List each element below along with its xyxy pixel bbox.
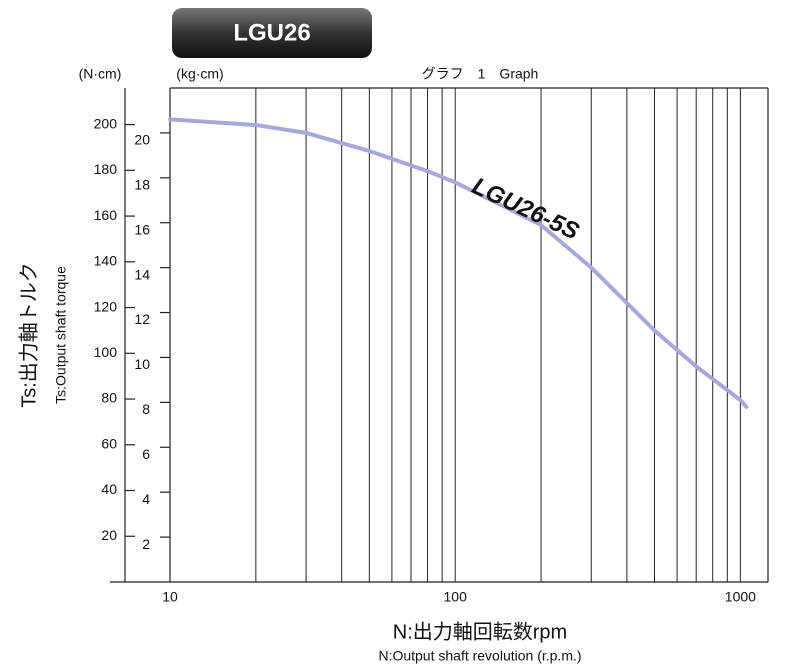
y-tick-label: 20 [134, 132, 150, 148]
y-tick-label: 8 [142, 401, 150, 417]
y-tick-label: 16 [134, 221, 150, 237]
y2-tick-label: 140 [94, 253, 118, 269]
y-tick-label: 6 [142, 446, 150, 462]
y2-tick-label: 80 [101, 390, 117, 406]
x-axis-subtitle: N:Output shaft revolution (r.p.m.) [378, 648, 581, 664]
subtitle: グラフ 1 Graph [422, 66, 539, 82]
curve [168, 117, 749, 409]
y2-tick-label: 60 [101, 435, 117, 451]
y-tick-label: 12 [134, 311, 150, 327]
y2-tick-label: 180 [94, 161, 118, 177]
x-axis-title: N:出力軸回転数rpm [393, 620, 567, 643]
y2-tick-label: 100 [94, 344, 118, 360]
y2-tick-label: 40 [101, 481, 117, 497]
y-unit: (kg·cm) [176, 66, 223, 82]
y-tick-label: 18 [134, 177, 150, 193]
y-tick-label: 2 [142, 536, 150, 552]
y-tick-label: 4 [142, 491, 150, 507]
y2-tick-label: 120 [94, 298, 118, 314]
title-box [172, 8, 372, 58]
y-axis-title: Ts:出力軸トルク [17, 262, 40, 408]
x-tick-label: 100 [444, 589, 468, 605]
x-tick-label: 10 [162, 589, 178, 605]
y2-unit: (N·cm) [79, 66, 122, 82]
y2-tick-label: 200 [94, 115, 118, 131]
y2-tick-label: 20 [101, 527, 117, 543]
x-tick-label: 1000 [725, 589, 756, 605]
y2-tick-label: 160 [94, 207, 118, 223]
chart-title: LGU26 [233, 19, 310, 46]
y-axis-subtitle: Ts:Output shaft torque [53, 266, 69, 404]
y-tick-label: 14 [134, 266, 150, 282]
y-tick-label: 10 [134, 356, 150, 372]
curve-label: LGU26-5S [468, 172, 583, 245]
